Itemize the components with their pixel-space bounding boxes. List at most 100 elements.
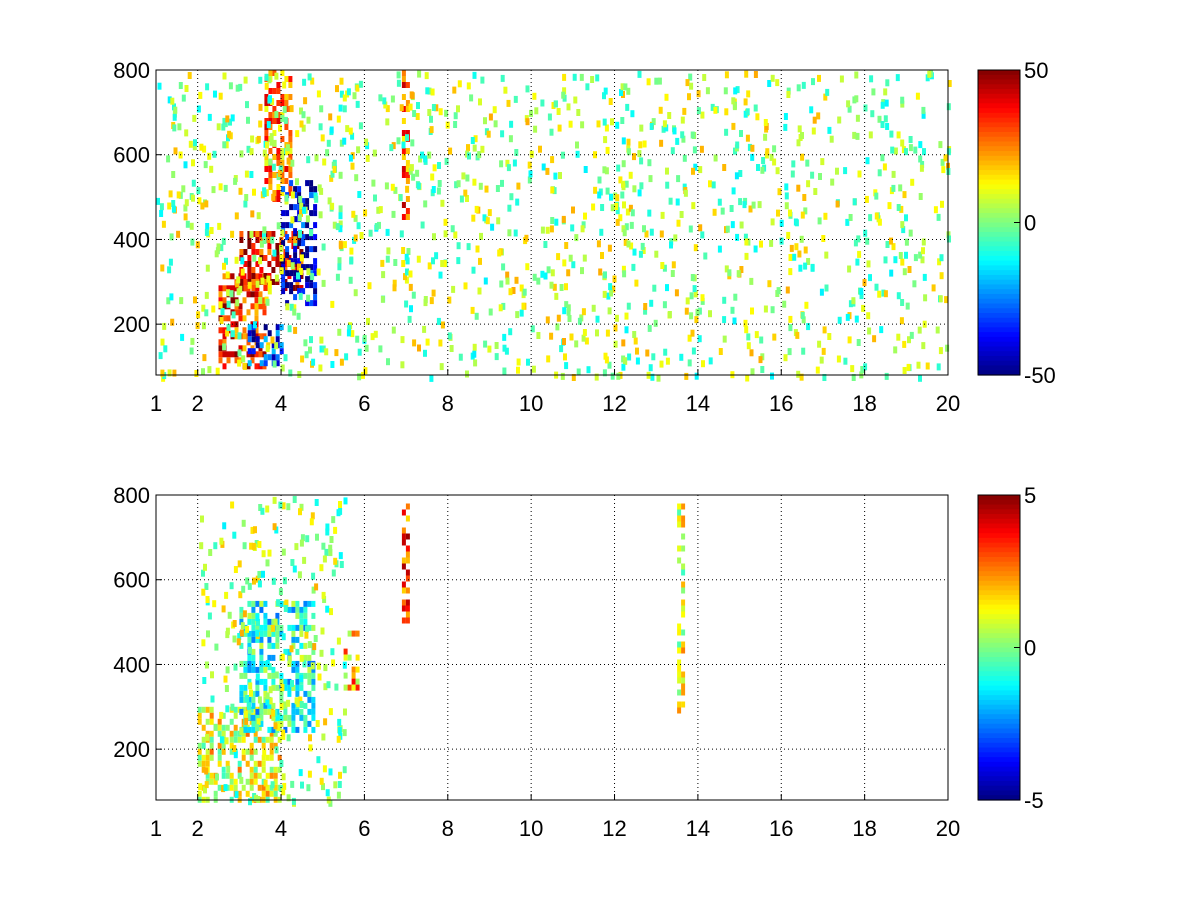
- heatmap-cell: [662, 264, 667, 272]
- heatmap-cell: [255, 678, 260, 685]
- heatmap-cell: [299, 684, 304, 691]
- heatmap-cell: [302, 556, 307, 564]
- heatmap-cell: [299, 249, 304, 255]
- heatmap-cell: [610, 118, 614, 126]
- heatmap-cell: [279, 237, 284, 243]
- heatmap-cell: [690, 131, 695, 139]
- heatmap-cell: [621, 225, 626, 233]
- heatmap-cell: [365, 142, 370, 150]
- colorbar-segment: [978, 571, 1020, 577]
- heatmap-cell: [650, 373, 655, 381]
- heatmap-cell: [295, 666, 300, 673]
- heatmap-cell: [472, 343, 477, 351]
- heatmap-cell: [305, 234, 310, 241]
- heatmap-cell: [283, 267, 288, 273]
- colorbar-segment: [978, 728, 1020, 734]
- heatmap-cell: [677, 509, 682, 516]
- heatmap-cell: [855, 132, 860, 140]
- heatmap-cell: [442, 260, 447, 268]
- heatmap-cell: [405, 587, 410, 594]
- x-tick-label: 12: [602, 816, 626, 841]
- heatmap-cell: [648, 364, 653, 372]
- heatmap-cell: [287, 714, 292, 721]
- heatmap-cell: [272, 360, 277, 368]
- heatmap-cell: [325, 528, 330, 536]
- heatmap-cell: [770, 372, 774, 380]
- heatmap-cell: [218, 351, 223, 358]
- heatmap-cell: [615, 207, 620, 215]
- colorbar-segment: [978, 332, 1020, 338]
- heatmap-cell: [567, 315, 572, 322]
- heatmap-cell: [936, 213, 941, 221]
- heatmap-cell: [483, 277, 488, 285]
- heatmap-cell: [201, 724, 206, 731]
- heatmap-cell: [311, 684, 316, 691]
- heatmap-cell: [218, 285, 223, 292]
- heatmap-cell: [789, 244, 794, 252]
- heatmap-cell: [326, 139, 331, 147]
- heatmap-cell: [259, 648, 264, 655]
- heatmap-cell: [854, 95, 859, 103]
- heatmap-cell: [335, 85, 339, 93]
- heatmap-cell: [288, 82, 293, 88]
- heatmap-cell: [748, 205, 753, 213]
- heatmap-cell: [287, 720, 292, 727]
- heatmap-cell: [289, 288, 294, 295]
- heatmap-cell: [259, 267, 264, 273]
- heatmap-cell: [784, 192, 789, 200]
- heatmap-cell: [571, 206, 575, 214]
- heatmap-cell: [647, 159, 652, 167]
- heatmap-cell: [357, 191, 362, 198]
- heatmap-cell: [253, 321, 257, 329]
- heatmap-cell: [456, 105, 460, 113]
- heatmap-cell: [211, 305, 216, 313]
- heatmap-cell: [271, 709, 276, 717]
- heatmap-cell: [293, 276, 298, 283]
- heatmap-cell: [432, 164, 437, 172]
- heatmap-cell: [665, 181, 670, 189]
- heatmap-cell: [205, 706, 210, 713]
- heatmap-cell: [249, 148, 254, 156]
- heatmap-cell: [817, 74, 821, 82]
- heatmap-cell: [405, 257, 410, 265]
- heatmap-cell: [383, 101, 388, 109]
- heatmap-cell: [293, 216, 298, 223]
- colorbar-segment: [978, 580, 1020, 587]
- heatmap-cell: [247, 231, 252, 237]
- heatmap-cell: [803, 207, 808, 215]
- heatmap-cell: [693, 163, 698, 171]
- heatmap-cell: [229, 778, 234, 785]
- heatmap-cell: [616, 164, 621, 172]
- heatmap-cell: [201, 322, 206, 330]
- heatmap-cell: [313, 294, 318, 301]
- heatmap-cell: [348, 276, 353, 284]
- heatmap-cell: [321, 733, 326, 741]
- heatmap-cell: [610, 204, 615, 212]
- heatmap-cell: [307, 720, 312, 727]
- heatmap-cell: [207, 152, 212, 160]
- heatmap-cell: [291, 684, 296, 691]
- heatmap-cell: [604, 167, 609, 175]
- heatmap-cell: [299, 503, 304, 511]
- heatmap-cell: [292, 308, 297, 316]
- heatmap-cell: [237, 359, 242, 367]
- heatmap-cell: [804, 301, 809, 309]
- heatmap-cell: [610, 372, 615, 380]
- heatmap-cell: [283, 261, 288, 267]
- heatmap-cell: [908, 144, 913, 152]
- heatmap-cell: [656, 374, 661, 382]
- heatmap-cell: [824, 284, 829, 292]
- heatmap-cell: [267, 654, 272, 661]
- heatmap-cell: [693, 290, 698, 298]
- colorbar-segment: [978, 590, 1020, 596]
- heatmap-cell: [222, 522, 227, 530]
- heatmap-cell: [255, 261, 260, 267]
- heatmap-cell: [258, 273, 263, 280]
- heatmap-cell: [507, 204, 512, 212]
- heatmap-cell: [272, 88, 277, 94]
- heatmap-cell: [261, 550, 266, 558]
- heatmap-cell: [342, 729, 347, 737]
- heatmap-cell: [316, 756, 321, 764]
- heatmap-cell: [299, 261, 304, 267]
